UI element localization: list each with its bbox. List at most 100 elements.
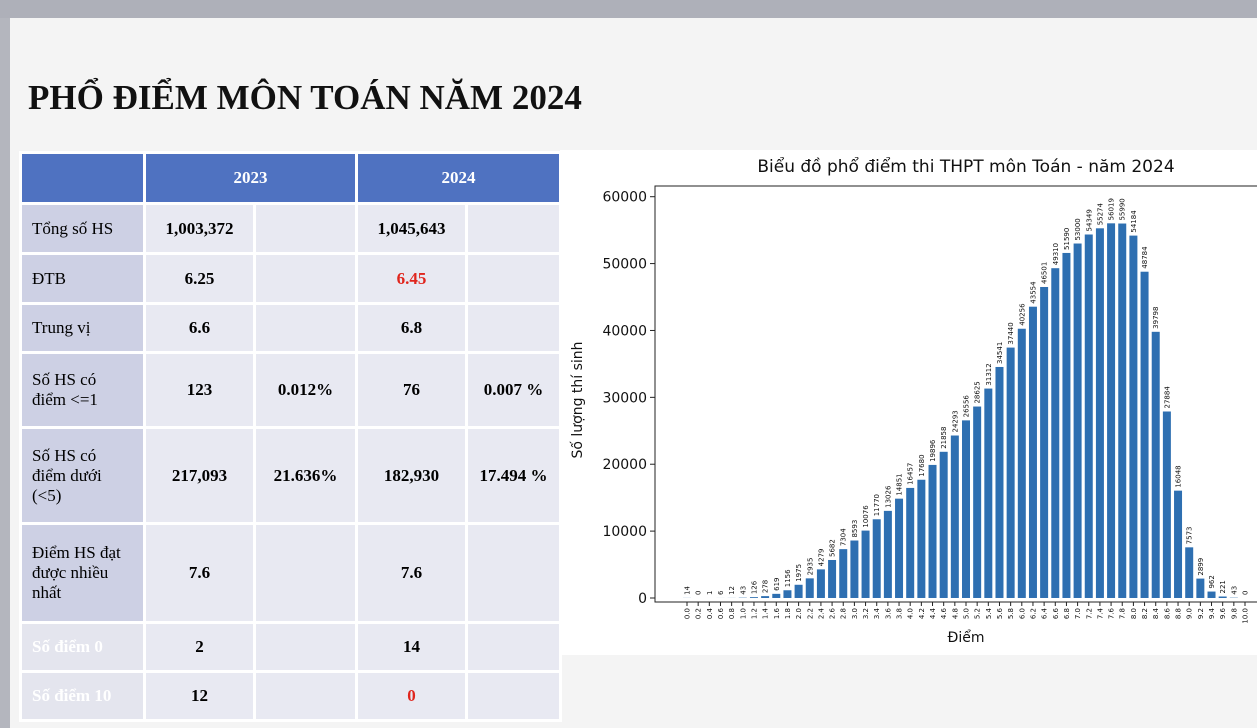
bar (973, 406, 982, 598)
bar (772, 593, 781, 598)
header-cell (19, 151, 146, 205)
data-label: 27884 (1163, 386, 1171, 409)
row-label: Số điểm 10 (19, 670, 146, 722)
bar (783, 590, 792, 598)
data-label: 278 (762, 580, 770, 593)
table-cell: 76 (355, 351, 468, 429)
chart: Biểu đồ phổ điểm thi THPT môn Toán - năm… (560, 150, 1257, 655)
x-tick-label: 3.4 (873, 607, 881, 619)
table-row: Điểm HS đạt được nhiều nhất 7.6 7.6 (19, 522, 562, 624)
x-tick-label: 5.6 (996, 607, 1004, 619)
bar (805, 578, 814, 598)
bar (1218, 596, 1227, 598)
x-tick-label: 5.4 (985, 607, 993, 619)
bar (1162, 411, 1171, 598)
x-tick-label: 8.6 (1163, 607, 1171, 619)
table-cell: 217,093 (143, 426, 256, 525)
data-label: 13026 (884, 485, 892, 508)
x-tick-label: 5.8 (1007, 608, 1015, 619)
bar (1196, 578, 1205, 598)
table-row: Số HS có điểm <=1 123 0.012% 76 0.007 % (19, 351, 562, 429)
bar (761, 596, 770, 598)
data-label: 962 (1208, 575, 1216, 588)
data-label: 54349 (1085, 209, 1093, 231)
bar (1051, 268, 1060, 598)
table-cell: 123 (143, 351, 256, 429)
bar (1017, 328, 1026, 598)
table-cell: 6.45 (355, 252, 468, 305)
x-tick-label: 4.8 (951, 608, 959, 619)
data-label: 55990 (1119, 198, 1127, 220)
x-tick-label: 1.6 (773, 607, 781, 619)
table-cell: 2 (143, 621, 256, 673)
x-tick-label: 4.6 (940, 607, 948, 619)
x-tick-label: 3.8 (896, 608, 904, 619)
bar (861, 530, 870, 598)
table-cell (253, 302, 358, 354)
data-label: 1156 (784, 569, 792, 587)
data-label: 2899 (1197, 558, 1205, 576)
x-tick-label: 4.2 (918, 608, 926, 619)
bar (749, 597, 758, 598)
left-bar (0, 18, 10, 728)
x-tick-label: 1.8 (784, 608, 792, 619)
x-tick-label: 9.6 (1219, 607, 1227, 619)
bar (895, 498, 904, 598)
table-cell: 14 (355, 621, 468, 673)
table-row: Tổng số HS 1,003,372 1,045,643 (19, 202, 562, 255)
x-axis-label: Điểm (948, 629, 985, 646)
data-label: 2935 (806, 558, 814, 576)
x-tick-label: 0.4 (706, 607, 714, 619)
data-label: 16048 (1175, 465, 1183, 487)
x-tick-label: 6.4 (1041, 607, 1049, 619)
x-tick-label: 9.8 (1230, 608, 1238, 619)
bar (1140, 271, 1149, 598)
data-label: 17680 (918, 454, 926, 476)
table-row: Số điểm 10 12 0 (19, 670, 562, 722)
data-label: 24293 (951, 410, 959, 432)
row-label: Trung vị (19, 302, 146, 354)
bar (828, 559, 837, 598)
table-cell (465, 252, 562, 305)
bar (1151, 331, 1160, 598)
x-tick-label: 0.0 (684, 608, 692, 619)
x-tick-label: 2.6 (829, 607, 837, 619)
data-label: 619 (773, 577, 781, 590)
table-cell (253, 252, 358, 305)
x-tick-label: 0.8 (728, 608, 736, 619)
table-row: Số điểm 0 2 14 (19, 621, 562, 673)
table-cell: 182,930 (355, 426, 468, 525)
table-cell: 0 (355, 670, 468, 722)
table-cell: 12 (143, 670, 256, 722)
table-cell: 0.007 % (465, 351, 562, 429)
data-label: 1 (706, 591, 714, 595)
data-label: 46501 (1041, 262, 1049, 284)
data-label: 221 (1219, 580, 1227, 593)
x-tick-label: 6.6 (1052, 607, 1060, 619)
x-tick-label: 1.0 (739, 608, 747, 619)
bar (1118, 223, 1127, 598)
data-label: 43 (739, 586, 747, 595)
data-label: 7304 (840, 528, 848, 546)
data-label: 54184 (1130, 210, 1138, 233)
bar (906, 487, 915, 598)
data-label: 43 (1230, 586, 1238, 595)
data-label: 43554 (1029, 281, 1037, 304)
data-label: 12 (728, 586, 736, 595)
data-label: 26556 (963, 395, 971, 418)
top-bar (0, 0, 1257, 18)
table-cell (465, 621, 562, 673)
x-tick-label: 7.4 (1096, 607, 1104, 619)
data-label: 56019 (1108, 198, 1116, 220)
data-label: 0 (695, 591, 703, 595)
bar (839, 549, 848, 598)
table-cell: 6.6 (143, 302, 256, 354)
row-label: Số điểm 0 (19, 621, 146, 673)
table-cell: 6.25 (143, 252, 256, 305)
bar (1107, 223, 1116, 598)
x-tick-label: 7.6 (1108, 607, 1116, 619)
table-cell (465, 670, 562, 722)
bar (1062, 252, 1071, 598)
x-tick-label: 9.2 (1197, 608, 1205, 619)
row-label: Điểm HS đạt được nhiều nhất (19, 522, 146, 624)
